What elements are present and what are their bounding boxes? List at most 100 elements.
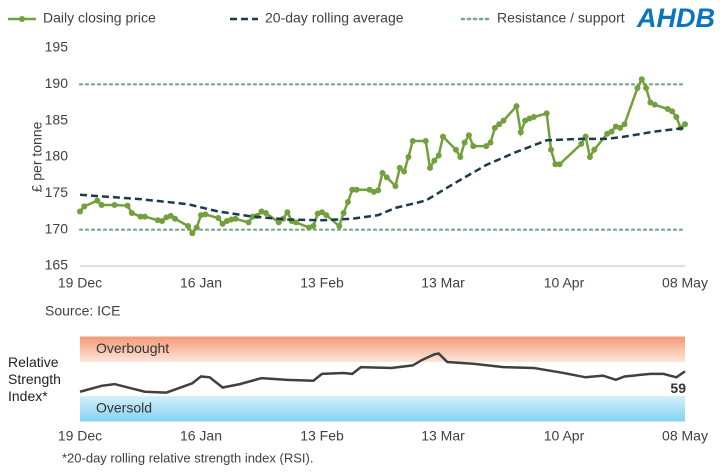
data-point	[323, 212, 330, 219]
data-point	[128, 209, 135, 216]
data-point	[77, 208, 83, 215]
y-tick-label: 165	[45, 257, 69, 273]
data-point	[336, 223, 343, 230]
data-point	[202, 211, 209, 218]
data-point	[275, 219, 282, 226]
data-point	[500, 117, 507, 124]
data-point	[517, 129, 524, 136]
data-point	[543, 110, 550, 117]
data-point	[621, 121, 628, 128]
x-tick-label: 19 Dec	[58, 275, 102, 291]
y-tick-label: 185	[45, 111, 69, 127]
x-tick-label: 13 Mar	[421, 275, 465, 291]
source: Source: ICE	[45, 303, 120, 319]
data-point	[124, 202, 131, 209]
data-point	[431, 157, 438, 164]
data-point	[159, 217, 166, 224]
logo: AHDB	[636, 3, 715, 33]
band	[80, 336, 685, 362]
data-point	[643, 84, 650, 91]
data-point	[340, 209, 347, 216]
series-line	[79, 126, 686, 222]
band-label: Overbought	[96, 340, 169, 356]
data-point	[465, 132, 472, 139]
value-label: 59	[670, 380, 686, 396]
legend-label: Resistance / support	[497, 10, 625, 26]
y-tick-label: 190	[45, 75, 69, 91]
y-tick-label: 175	[45, 184, 69, 200]
series-line	[79, 76, 686, 236]
data-point	[487, 139, 494, 146]
data-point	[530, 114, 537, 121]
y-axis-label: £ per tonne	[29, 121, 45, 192]
data-point	[375, 187, 382, 194]
data-point	[591, 146, 598, 153]
data-point	[185, 223, 192, 230]
band	[80, 396, 685, 422]
x-tick-label: 13 Feb	[300, 275, 344, 291]
data-point	[452, 146, 459, 153]
data-point	[262, 209, 269, 216]
data-point	[682, 121, 688, 128]
data-point	[470, 143, 477, 150]
data-point	[409, 138, 416, 145]
data-point	[461, 139, 468, 146]
data-point	[111, 201, 118, 208]
data-point	[608, 128, 615, 135]
data-point	[232, 215, 239, 222]
data-point	[219, 220, 226, 227]
data-point	[578, 140, 585, 147]
data-point	[634, 84, 641, 91]
band-label: Oversold	[96, 399, 152, 415]
data-point	[383, 174, 390, 181]
x-tick-label: 08 May	[662, 275, 708, 291]
data-point	[353, 186, 360, 193]
data-point	[215, 215, 222, 222]
data-point	[435, 152, 442, 159]
data-point	[513, 103, 520, 110]
data-point	[293, 219, 300, 226]
x-tick-label: 13 Feb	[300, 428, 344, 444]
data-point	[669, 108, 676, 115]
series-line	[79, 352, 686, 394]
data-point	[651, 101, 658, 108]
data-point	[172, 215, 179, 222]
data-point	[81, 203, 88, 210]
data-point	[401, 168, 408, 175]
y-tick-label: 195	[45, 39, 69, 55]
data-point	[167, 212, 174, 219]
data-point	[319, 209, 325, 216]
data-point	[440, 133, 446, 140]
x-tick-label: 13 Mar	[421, 428, 465, 444]
data-point	[552, 161, 559, 168]
data-point	[422, 138, 429, 145]
data-point	[141, 213, 148, 220]
data-point	[617, 124, 624, 131]
legend-marker	[19, 16, 25, 22]
data-point	[427, 164, 434, 171]
data-point	[310, 223, 317, 230]
y-tick-label: 180	[45, 148, 69, 164]
data-point	[396, 164, 403, 171]
data-point	[405, 154, 412, 160]
x-tick-label: 10 Apr	[544, 428, 585, 444]
data-point	[548, 146, 555, 153]
data-point	[556, 161, 563, 168]
data-point	[344, 199, 351, 206]
data-point	[483, 143, 490, 150]
data-point	[349, 186, 356, 193]
data-point	[193, 224, 200, 231]
rsi-axis-label: Relative Strength Index*	[8, 354, 61, 404]
x-tick-label: 08 May	[662, 428, 708, 444]
data-point	[137, 213, 144, 220]
y-tick-label: 170	[45, 220, 69, 236]
data-point	[94, 197, 101, 204]
footnote: *20-day rolling relative strength index …	[62, 450, 313, 465]
data-point	[245, 219, 252, 226]
x-tick-label: 10 Apr	[544, 275, 585, 291]
data-point	[284, 209, 291, 216]
data-point	[379, 169, 386, 176]
legend-label: Daily closing price	[43, 10, 156, 26]
